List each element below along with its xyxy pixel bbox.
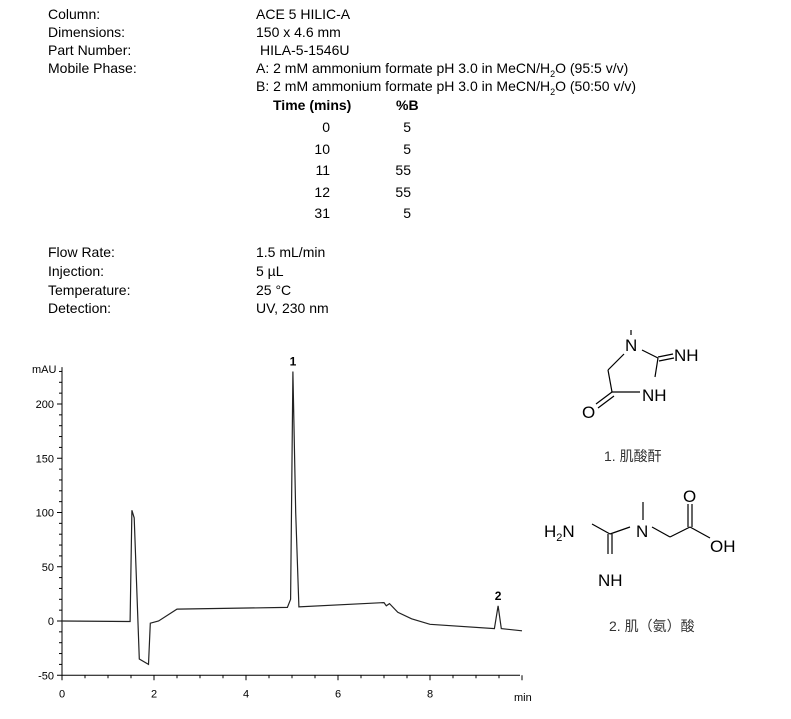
y-tick-label: 150: [36, 453, 54, 465]
mp-a-text: A: 2 mM ammonium formate pH 3.0 in MeCN/…: [256, 60, 551, 76]
creatine-structure: H2N N O OH NH: [544, 487, 736, 590]
mp-b-text2: O (50:50 v/v): [555, 78, 637, 94]
chromatogram-trace: [61, 371, 523, 666]
x-tick-label: 6: [335, 688, 341, 700]
temperature-value: 25 °C: [256, 282, 292, 298]
y-tick-label: 50: [42, 562, 54, 574]
mp-b-sub: 2: [550, 86, 556, 97]
atom-n: N: [625, 336, 637, 355]
mobile-phase-a: A: 2 mM ammonium formate pH 3.0 in MeCN/…: [256, 60, 628, 79]
y-tick-label: 100: [36, 508, 54, 520]
dimensions-value: 150 x 4.6 mm: [256, 24, 341, 40]
mobile-phase-b: B: 2 mM ammonium formate pH 3.0 in MeCN/…: [256, 78, 636, 97]
x-axis-label: min: [514, 692, 532, 704]
dimensions-label: Dimensions:: [48, 24, 126, 40]
gradient-time: 11: [315, 162, 330, 178]
gradient-percent-b: 55: [395, 183, 411, 200]
mp-a-sub: 2: [550, 68, 556, 79]
peak-label: 2: [495, 589, 502, 603]
gradient-percent-b: 5: [403, 205, 411, 221]
atom-o: O: [582, 403, 595, 422]
x-tick-label: 2: [151, 688, 157, 700]
column-label: Column:: [48, 6, 101, 22]
mp-b-text: B: 2 mM ammonium formate pH 3.0 in MeCN/…: [256, 78, 551, 94]
compound-1-caption: 1. 肌酸酐: [604, 448, 662, 464]
y-tick-label: 200: [36, 399, 54, 411]
temperature-label: Temperature:: [48, 282, 131, 298]
mobile-phase-label: Mobile Phase:: [48, 60, 137, 76]
creatinine-structure: N NH NH O: [582, 330, 699, 422]
atom-h2n: H2N: [544, 522, 575, 544]
peak-label: 1: [290, 354, 297, 368]
injection-value: 5 µL: [256, 263, 284, 279]
flow-rate-label: Flow Rate:: [48, 244, 115, 260]
atom-nh-imine: NH: [598, 571, 623, 590]
mp-a-text2: O (95:5 v/v): [555, 60, 629, 76]
gradient-percent-b: 5: [403, 140, 411, 157]
x-tick-label: 0: [59, 688, 65, 700]
gradient-time: 10: [314, 140, 330, 157]
flow-rate-value: 1.5 mL/min: [256, 244, 326, 260]
y-axis-label: mAU: [32, 364, 57, 376]
atom-oh: OH: [710, 537, 736, 556]
gradient-percent-b: 5: [403, 119, 411, 135]
column-value: ACE 5 HILIC-A: [256, 6, 351, 22]
detection-label: Detection:: [48, 300, 112, 316]
gradient-time: 12: [314, 183, 330, 200]
y-tick-label: -50: [38, 670, 54, 682]
atom-n: N: [636, 522, 648, 541]
atom-o-carbonyl: O: [683, 487, 696, 506]
x-tick-label: 8: [427, 688, 433, 700]
atom-nh-ring: NH: [642, 386, 667, 405]
gradient-time: 0: [322, 119, 330, 135]
part-number-label: Part Number:: [48, 42, 132, 58]
atom-nh-imine: NH: [674, 346, 699, 365]
gradient-percent-b: 55: [395, 162, 411, 178]
x-tick-label: 4: [243, 688, 249, 700]
part-number-value: HILA-5-1546U: [260, 42, 350, 58]
detection-value: UV, 230 nm: [256, 300, 329, 316]
gradient-header-b: %B: [396, 97, 419, 113]
compound-2-caption: 2. 肌（氨）酸: [609, 618, 695, 634]
y-tick-label: 0: [48, 616, 54, 628]
injection-label: Injection:: [48, 263, 105, 279]
gradient-time: 31: [314, 205, 330, 221]
gradient-header-time: Time (mins): [273, 97, 352, 113]
